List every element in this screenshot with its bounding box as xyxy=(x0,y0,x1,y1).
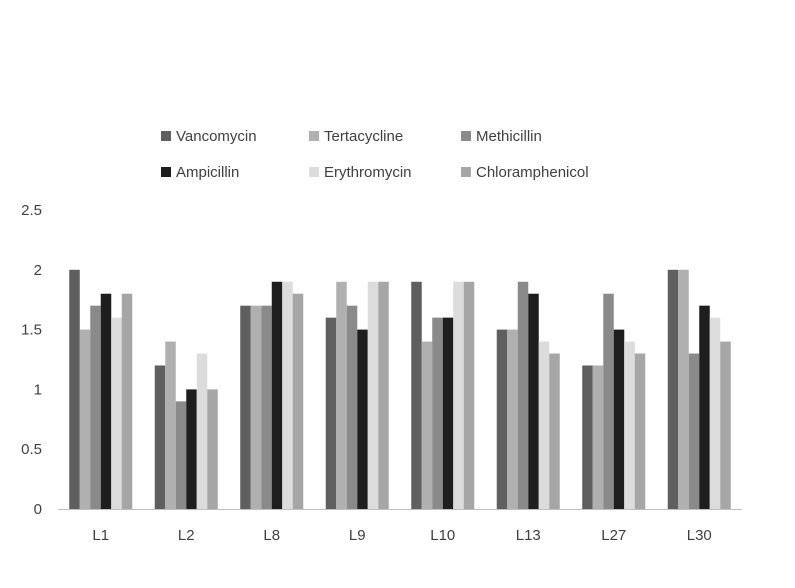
bar-group-l9 xyxy=(325,281,389,509)
bar-tertacycline-l8 xyxy=(250,305,262,509)
x-tick-label: L13 xyxy=(516,527,541,544)
bar-methicillin-l9 xyxy=(346,305,358,509)
bar-erythromycin-l30 xyxy=(709,317,721,509)
legend-item-vancomycin: Vancomycin xyxy=(161,128,257,145)
legend-swatch xyxy=(461,167,471,177)
bar-methicillin-l10 xyxy=(432,317,443,509)
legend-item-tertacycline: Tertacycline xyxy=(309,128,403,145)
legend-label: Erythromycin xyxy=(324,164,412,181)
bar-vancomycin-l1 xyxy=(69,269,80,509)
y-tick-label: 1.5 xyxy=(21,322,42,339)
legend-item-chloramphenicol: Chloramphenicol xyxy=(461,164,589,181)
legend-swatch xyxy=(161,131,171,141)
bar-group-l8 xyxy=(240,281,304,509)
bar-erythromycin-l13 xyxy=(538,341,550,509)
bar-vancomycin-l30 xyxy=(667,269,679,509)
legend-swatch xyxy=(309,167,319,177)
legend-label: Tertacycline xyxy=(324,128,403,145)
bar-group-l13 xyxy=(496,281,560,509)
bar-ampicillin-l8 xyxy=(271,281,283,509)
bar-group-l27 xyxy=(582,293,646,509)
y-tick-label: 1 xyxy=(34,381,42,398)
bar-ampicillin-l9 xyxy=(357,329,368,509)
bar-chloramphenicol-l30 xyxy=(720,341,731,509)
bar-vancomycin-l8 xyxy=(240,305,251,509)
y-tick-label: 0 xyxy=(34,501,42,518)
bar-erythromycin-l8 xyxy=(282,281,293,509)
bar-vancomycin-l13 xyxy=(496,329,508,509)
y-axis: 0 0.5 1 1.5 2 2.5 xyxy=(21,202,42,518)
bar-chloramphenicol-l8 xyxy=(292,293,304,509)
x-tick-label: L27 xyxy=(601,527,626,544)
chart-legend: Vancomycin Tertacycline Methicillin Ampicil… xyxy=(161,128,589,181)
bar-ampicillin-l30 xyxy=(699,305,710,509)
legend-label: Vancomycin xyxy=(176,128,257,145)
bar-vancomycin-l2 xyxy=(154,365,166,509)
bar-ampicillin-l2 xyxy=(186,389,197,509)
bar-tertacycline-l30 xyxy=(678,269,689,509)
bar-ampicillin-l27 xyxy=(613,329,625,509)
bar-erythromycin-l10 xyxy=(453,281,464,509)
bar-chloramphenicol-l27 xyxy=(634,353,646,509)
x-tick-label: L1 xyxy=(92,527,109,544)
bar-chloramphenicol-l10 xyxy=(463,281,475,509)
bar-group-l30 xyxy=(667,269,731,509)
bar-chloramphenicol-l1 xyxy=(121,293,133,509)
x-tick-label: L9 xyxy=(349,527,366,544)
bar-ampicillin-l1 xyxy=(100,293,112,509)
bar-vancomycin-l27 xyxy=(582,365,593,509)
bar-vancomycin-l10 xyxy=(411,281,422,509)
bar-chloramphenicol-l2 xyxy=(207,389,218,509)
bar-tertacycline-l2 xyxy=(165,341,176,509)
legend-label: Chloramphenicol xyxy=(476,164,589,181)
bar-group-l10 xyxy=(411,281,475,509)
bar-methicillin-l1 xyxy=(90,305,101,509)
x-tick-label: L30 xyxy=(687,527,712,544)
x-tick-label: L2 xyxy=(178,527,195,544)
bar-erythromycin-l9 xyxy=(367,281,379,509)
bar-ampicillin-l13 xyxy=(528,293,539,509)
bar-group-l2 xyxy=(154,341,218,509)
legend-item-ampicillin: Ampicillin xyxy=(161,164,239,181)
legend-swatch xyxy=(309,131,319,141)
bar-ampicillin-l10 xyxy=(442,317,454,509)
bar-methicillin-l30 xyxy=(688,353,700,509)
bar-tertacycline-l13 xyxy=(507,329,518,509)
bar-tertacycline-l27 xyxy=(592,365,604,509)
bar-tertacycline-l1 xyxy=(79,329,91,509)
y-tick-label: 2.5 xyxy=(21,202,42,219)
bar-chloramphenicol-l13 xyxy=(549,353,560,509)
legend-item-erythromycin: Erythromycin xyxy=(309,164,412,181)
y-tick-label: 0.5 xyxy=(21,441,42,458)
legend-swatch xyxy=(161,167,171,177)
bar-methicillin-l27 xyxy=(603,293,614,509)
bar-erythromycin-l1 xyxy=(111,317,122,509)
bar-vancomycin-l9 xyxy=(325,317,337,509)
legend-label: Methicillin xyxy=(476,128,542,145)
bar-methicillin-l13 xyxy=(517,281,529,509)
legend-item-methicillin: Methicillin xyxy=(461,128,542,145)
bar-tertacycline-l9 xyxy=(336,281,347,509)
x-tick-label: L8 xyxy=(263,527,280,544)
x-tick-label: L10 xyxy=(430,527,455,544)
bar-erythromycin-l27 xyxy=(624,341,635,509)
bars xyxy=(69,269,731,509)
bar-group-l1 xyxy=(69,269,133,509)
y-tick-label: 2 xyxy=(34,262,42,279)
x-axis: L1 L2 L8 L9 L10 L13 L27 L30 xyxy=(58,509,742,544)
bar-tertacycline-l10 xyxy=(421,341,433,509)
bar-chloramphenicol-l9 xyxy=(378,281,389,509)
legend-swatch xyxy=(461,131,471,141)
bar-erythromycin-l2 xyxy=(196,353,208,509)
bar-methicillin-l8 xyxy=(261,305,272,509)
legend-label: Ampicillin xyxy=(176,164,239,181)
bar-methicillin-l2 xyxy=(175,401,187,509)
